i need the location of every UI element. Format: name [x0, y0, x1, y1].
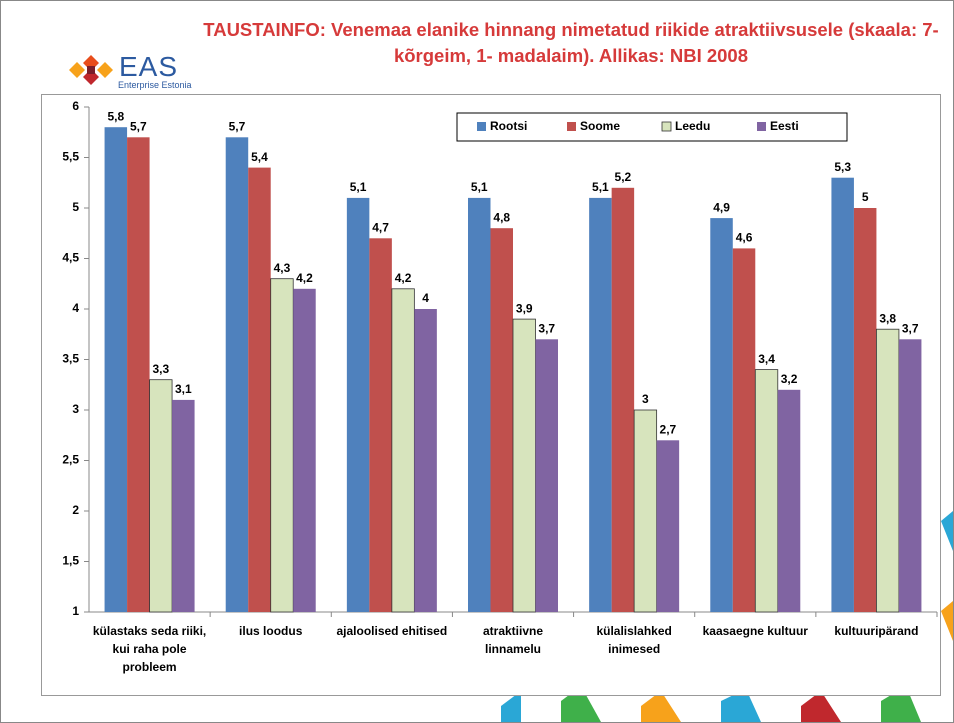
data-label: 4,9	[713, 200, 730, 214]
y-tick-label: 3	[72, 402, 79, 416]
bar	[899, 339, 922, 612]
data-label: 5,7	[130, 119, 147, 133]
data-label: 3,2	[781, 372, 798, 386]
data-label: 3,3	[152, 362, 169, 376]
y-tick-label: 1,5	[62, 554, 79, 568]
data-label: 5,2	[615, 170, 632, 184]
y-tick-label: 2	[72, 503, 79, 517]
x-tick-label: kaasaegne kultuur	[697, 622, 813, 640]
data-label: 4,7	[372, 220, 389, 234]
data-label: 3,9	[516, 301, 533, 315]
legend-swatch	[757, 122, 766, 131]
data-label: 5,1	[592, 180, 609, 194]
slide: EAS Enterprise Estonia TAUSTAINFO: Venem…	[0, 0, 954, 723]
data-label: 4,2	[296, 271, 313, 285]
bar	[468, 198, 491, 612]
data-label: 5,3	[834, 160, 851, 174]
data-label: 3,4	[758, 352, 775, 366]
data-label: 4,8	[493, 210, 510, 224]
bar	[612, 188, 635, 612]
bar	[854, 208, 877, 612]
bar	[392, 289, 415, 612]
legend-label: Rootsi	[490, 119, 527, 133]
bar	[172, 400, 195, 612]
data-label: 4,3	[274, 261, 291, 275]
data-label: 3	[642, 392, 649, 406]
bar	[369, 238, 392, 612]
legend-label: Leedu	[675, 119, 710, 133]
y-tick-label: 4,5	[62, 251, 79, 265]
bar	[831, 178, 854, 612]
bar	[491, 228, 514, 612]
bar	[778, 390, 801, 612]
legend-swatch	[477, 122, 486, 131]
bar	[248, 168, 271, 612]
data-label: 5,1	[350, 180, 367, 194]
chart: 1 1,5 2 2,5 3 3,5 4 4,5 5 5,5 6 5,8 5,7 3,3 3,1 5,7 5,4 4…	[42, 95, 940, 695]
bar	[414, 309, 437, 612]
page: {"logo": {"name": "EAS", "tagline": "Ent…	[0, 0, 954, 723]
y-tick-label: 2,5	[62, 453, 79, 467]
bar	[589, 198, 612, 612]
data-label: 4,2	[395, 271, 412, 285]
y-tick-label: 1	[72, 604, 79, 618]
chart-area: 1 1,5 2 2,5 3 3,5 4 4,5 5 5,5 6 5,8 5,7 3,3 3,1 5,7 5,4 4…	[41, 94, 941, 696]
bar	[710, 218, 733, 612]
bar	[513, 319, 536, 612]
data-label: 3,7	[902, 321, 919, 335]
bar	[347, 198, 370, 612]
bar	[634, 410, 657, 612]
x-tick-label: ajaloolised ehitised	[334, 622, 450, 640]
legend-label: Soome	[580, 119, 620, 133]
x-tick-label: atraktiivne linnamelu	[455, 622, 571, 658]
bar	[755, 370, 778, 612]
legend-swatch	[567, 122, 576, 131]
data-label: 5,7	[229, 119, 246, 133]
y-tick-label: 5	[72, 200, 79, 214]
bar	[293, 289, 316, 612]
bar	[271, 279, 294, 612]
y-tick-label: 4	[72, 301, 79, 315]
y-tick-label: 3,5	[62, 352, 79, 366]
data-label: 5	[862, 190, 869, 204]
data-label: 3,7	[538, 321, 555, 335]
logo-mark	[69, 53, 113, 87]
legend-swatch	[662, 122, 671, 131]
bar	[733, 248, 756, 612]
bar	[536, 339, 559, 612]
y-tick-label: 6	[72, 99, 79, 113]
data-label: 3,8	[879, 311, 896, 325]
bar	[150, 380, 173, 612]
x-tick-label: kultuuripärand	[818, 622, 934, 640]
bar	[876, 329, 899, 612]
bar	[105, 127, 128, 612]
data-label: 5,8	[107, 109, 124, 123]
bar	[127, 137, 150, 612]
bar	[657, 440, 680, 612]
y-tick-label: 5,5	[62, 150, 79, 164]
bar	[226, 137, 249, 612]
logo-tagline: Enterprise Estonia	[118, 80, 192, 90]
data-label: 3,1	[175, 382, 192, 396]
x-tick-label: külalislahked inimesed	[576, 622, 692, 658]
data-label: 5,1	[471, 180, 488, 194]
data-label: 4,6	[736, 231, 753, 245]
legend-label: Eesti	[770, 119, 799, 133]
data-label: 2,7	[660, 422, 677, 436]
logo-name: EAS	[119, 51, 178, 83]
data-label: 5,4	[251, 150, 268, 164]
x-tick-label: ilus loodus	[213, 622, 329, 640]
chart-title: TAUSTAINFO: Venemaa elanike hinnang nime…	[201, 17, 941, 69]
x-tick-label: külastaks seda riiki, kui raha pole prob…	[92, 622, 208, 676]
data-label: 4	[422, 291, 429, 305]
